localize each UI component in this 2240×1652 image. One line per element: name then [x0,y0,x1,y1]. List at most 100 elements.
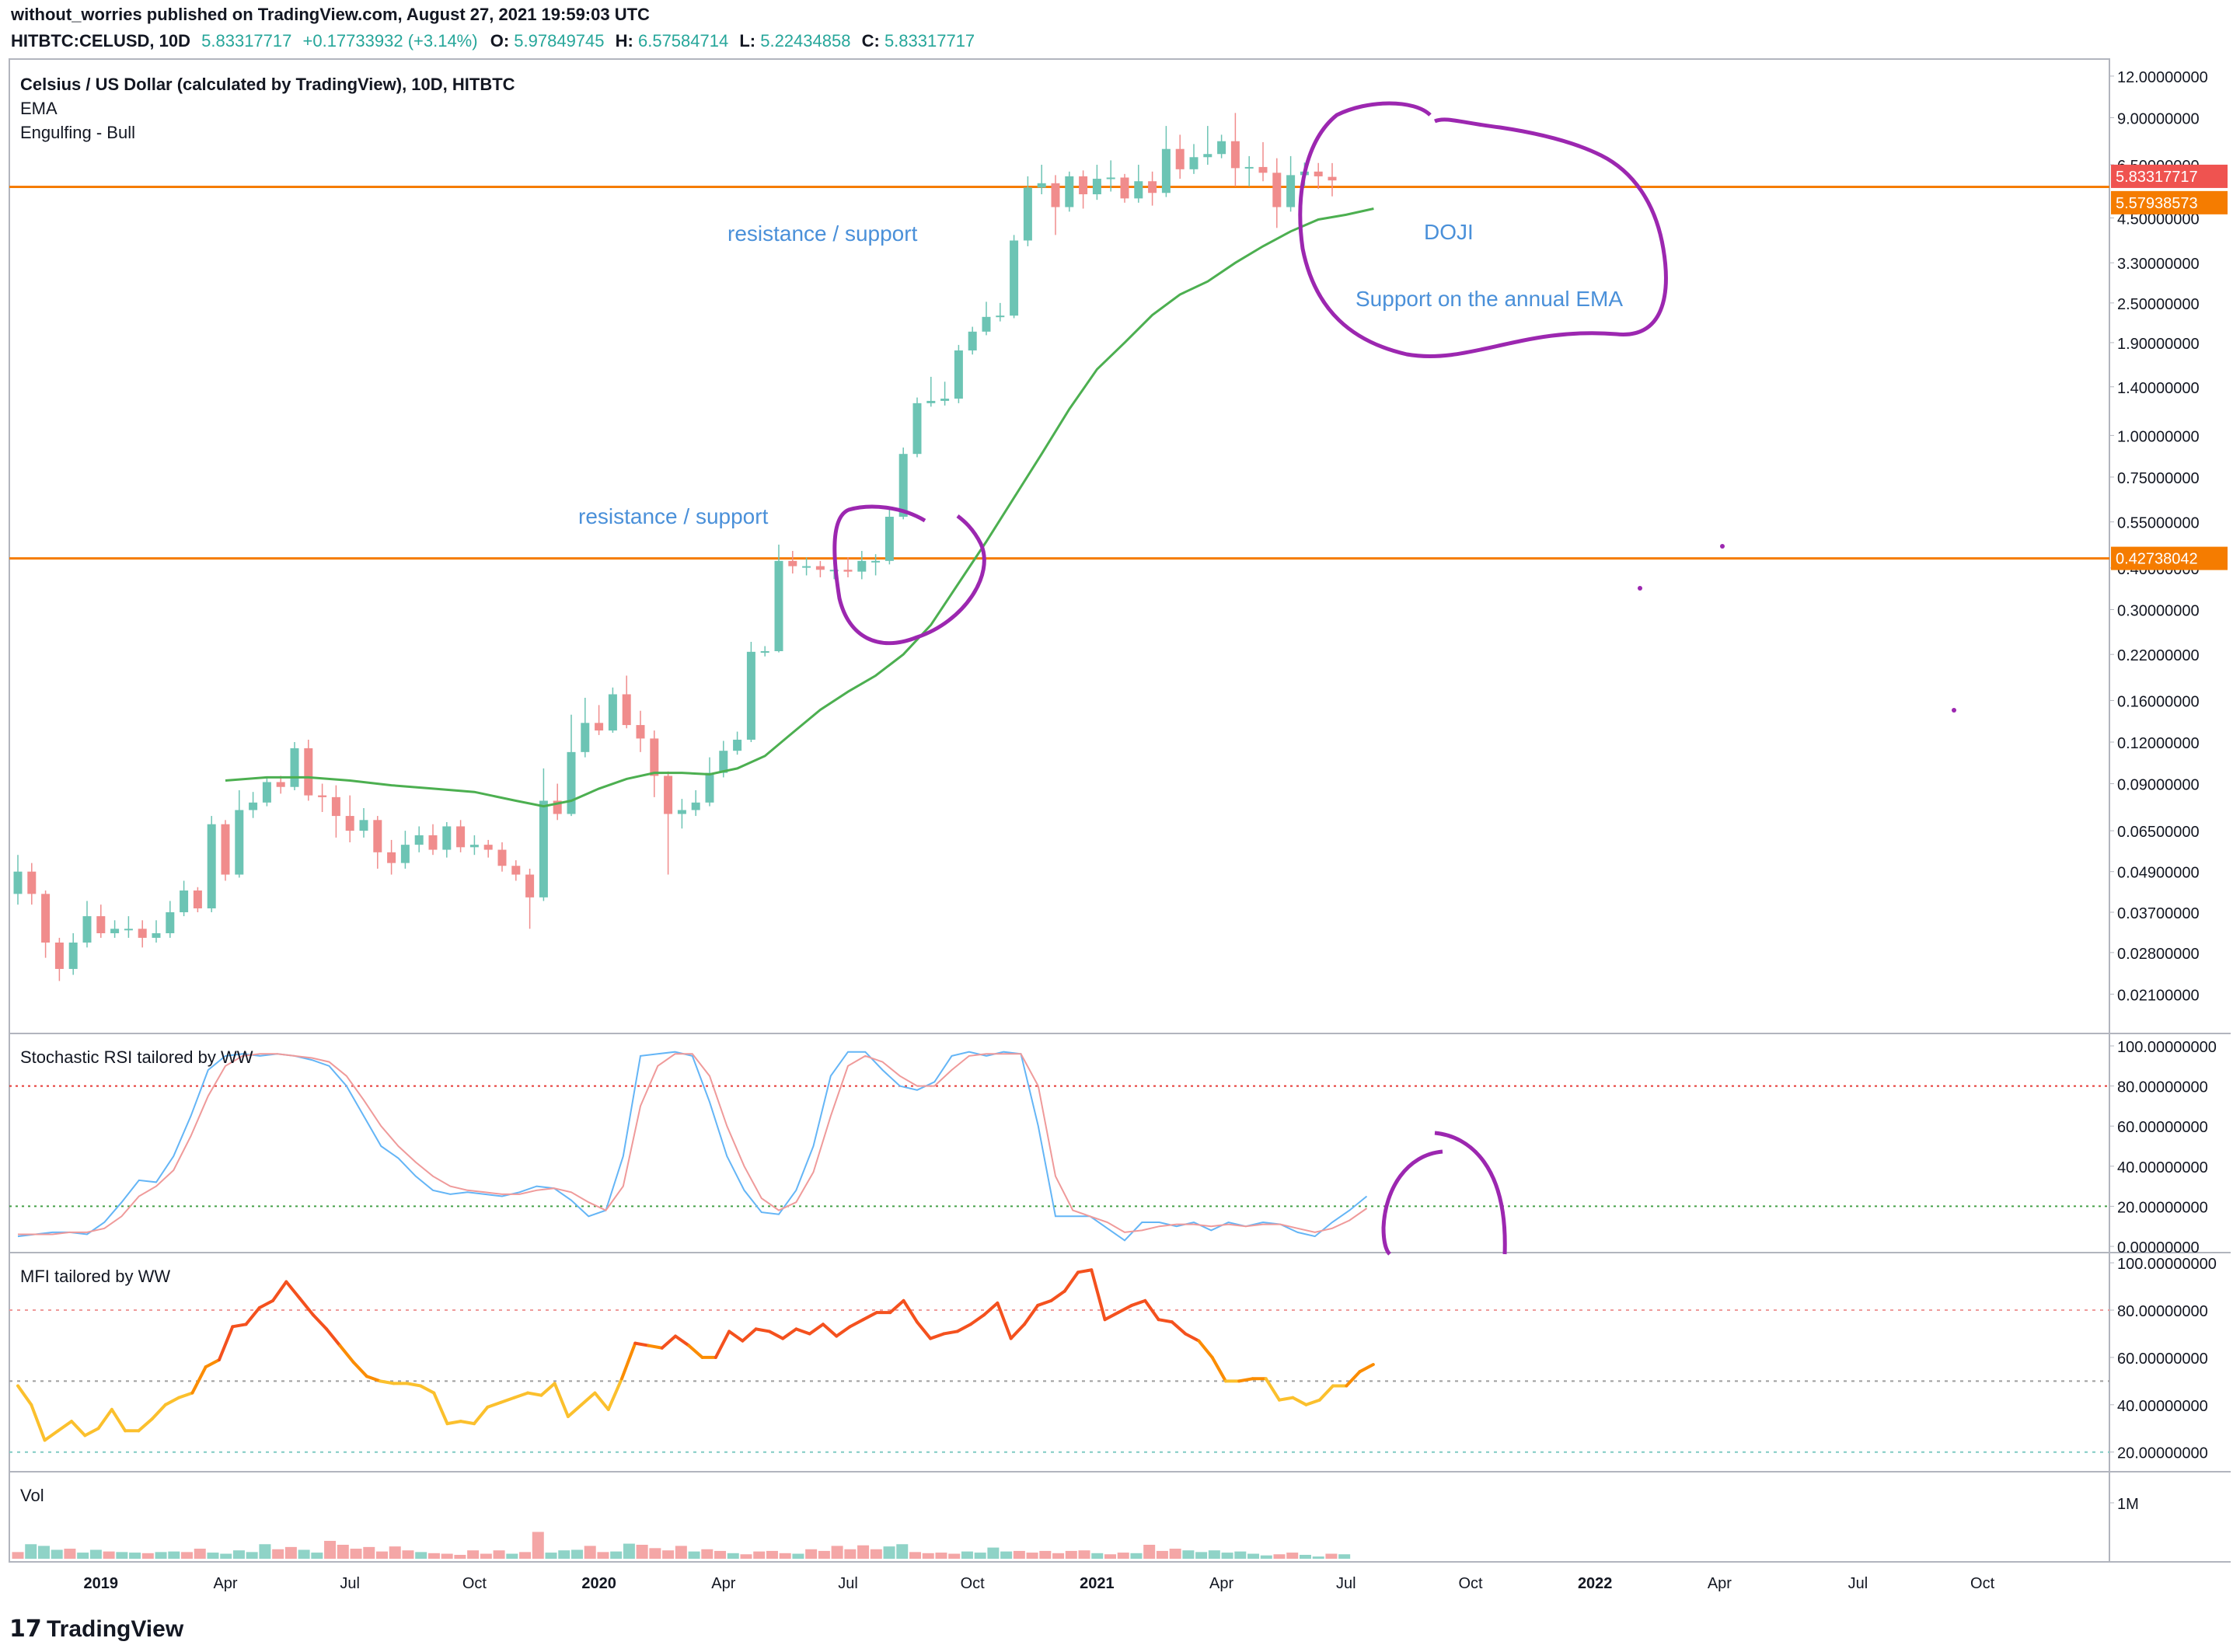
candle[interactable] [1203,126,1212,166]
mfi-line-segment[interactable] [137,1417,154,1433]
candle[interactable] [414,826,424,852]
annotation-resistance-support-lower[interactable]: resistance / support [578,504,769,528]
mfi-line-segment[interactable] [405,1382,422,1388]
volume-bar[interactable] [1286,1553,1299,1559]
mfi-line-segment[interactable] [674,1334,691,1347]
candle[interactable] [400,831,410,869]
candle[interactable] [622,675,631,729]
mfi-line-segment[interactable] [1317,1384,1335,1402]
volume-bar[interactable] [766,1550,778,1559]
volume-bar[interactable] [1338,1554,1351,1559]
candle[interactable] [581,698,590,758]
mfi-line-segment[interactable] [566,1403,584,1419]
mfi-line-segment[interactable] [379,1379,396,1385]
volume-bar[interactable] [701,1549,714,1559]
mfi-line-segment[interactable] [351,1361,368,1378]
mfi-line-segment[interactable] [459,1420,476,1426]
mfi-line-segment[interactable] [204,1357,221,1369]
candle[interactable] [954,344,963,403]
volume-bar[interactable] [883,1546,895,1559]
candle[interactable] [857,551,867,580]
annotation-resistance-support-upper[interactable]: resistance / support [727,221,918,246]
mfi-line-segment[interactable] [968,1313,986,1326]
volume-bar[interactable] [337,1545,349,1559]
volume-bar[interactable] [519,1552,532,1559]
volume-bar[interactable] [818,1550,830,1559]
mfi-line-segment[interactable] [915,1320,933,1340]
volume-bar[interactable] [792,1553,804,1559]
mfi-line-segment[interactable] [257,1298,275,1309]
volume-bar[interactable] [1013,1550,1025,1559]
volume-bar[interactable] [298,1549,310,1559]
candle[interactable] [539,768,548,901]
candle[interactable] [912,397,922,458]
mfi-line-segment[interactable] [512,1391,530,1399]
candle[interactable] [290,742,299,791]
mfi-line-segment[interactable] [955,1323,972,1333]
volume-bar[interactable] [1273,1554,1286,1559]
volume-bar[interactable] [896,1544,909,1559]
mfi-line-segment[interactable] [1049,1289,1066,1302]
candle[interactable] [1065,171,1074,212]
volume-bar[interactable] [831,1546,843,1559]
annotation-circle-lower[interactable] [832,504,986,646]
mfi-line-segment[interactable] [888,1298,905,1315]
mfi-line-segment[interactable] [473,1405,490,1426]
volume-bar[interactable] [1117,1553,1129,1559]
mfi-line-segment[interactable] [244,1305,261,1326]
volume-bar[interactable] [1325,1553,1338,1559]
candle[interactable] [442,821,452,858]
candle[interactable] [13,855,23,905]
candle[interactable] [1258,141,1268,182]
volume-bar[interactable] [1130,1553,1143,1559]
candle[interactable] [27,863,37,905]
volume-bar[interactable] [141,1553,154,1559]
mfi-line-segment[interactable] [835,1325,852,1338]
volume-bar[interactable] [427,1553,440,1559]
candle[interactable] [1120,173,1129,203]
mfi-line-segment[interactable] [1116,1303,1134,1315]
candle[interactable] [387,839,396,875]
mfi-line-segment[interactable] [714,1330,731,1359]
volume-bar[interactable] [649,1548,661,1559]
volume-bar[interactable] [454,1554,466,1559]
volume-bar[interactable] [1208,1550,1220,1559]
mfi-line-segment[interactable] [499,1396,516,1404]
candle[interactable] [746,641,755,743]
tradingview-logo[interactable]: 17 TradingView [9,1615,184,1643]
volume-bar[interactable] [259,1544,271,1559]
candle[interactable] [124,916,133,938]
candle[interactable] [1328,162,1337,197]
mfi-line-segment[interactable] [110,1407,127,1433]
candle[interactable] [304,739,313,801]
candle[interactable] [650,730,659,797]
volume-bar[interactable] [350,1549,362,1559]
mfi-line-segment[interactable] [526,1391,543,1397]
mfi-line-segment[interactable] [1022,1303,1040,1326]
candle[interactable] [815,560,825,577]
volume-bar[interactable] [948,1553,961,1559]
volume-bar[interactable] [662,1550,675,1559]
volume-bar[interactable] [636,1545,648,1559]
mfi-line-segment[interactable] [1143,1298,1160,1322]
volume-bar[interactable] [675,1546,687,1559]
mfi-line-segment[interactable] [1170,1320,1188,1336]
volume-bar[interactable] [129,1553,141,1559]
volume-bar[interactable] [311,1553,323,1559]
volume-bar[interactable] [922,1553,934,1559]
mfi-line-segment[interactable] [1103,1311,1120,1322]
mfi-line-segment[interactable] [1076,1268,1094,1274]
stochastic-rsi-pane[interactable]: 100.00000000 80.00000000 60.00000000 40.000… [9,1039,2217,1256]
mfi-line-segment[interactable] [163,1396,181,1406]
volume-bar[interactable] [232,1550,245,1559]
candle[interactable] [207,816,216,912]
candle[interactable] [110,920,120,938]
mfi-pane[interactable]: 100.00000000 80.00000000 60.00000000 40.000… [9,1256,2217,1462]
mfi-line-segment[interactable] [1278,1396,1295,1402]
candle[interactable] [1023,176,1032,246]
candle[interactable] [677,799,686,829]
volume-bar[interactable] [1169,1549,1181,1559]
candle[interactable] [1189,144,1199,174]
mfi-line-segment[interactable] [1304,1398,1321,1406]
volume-bar[interactable] [987,1547,1000,1559]
